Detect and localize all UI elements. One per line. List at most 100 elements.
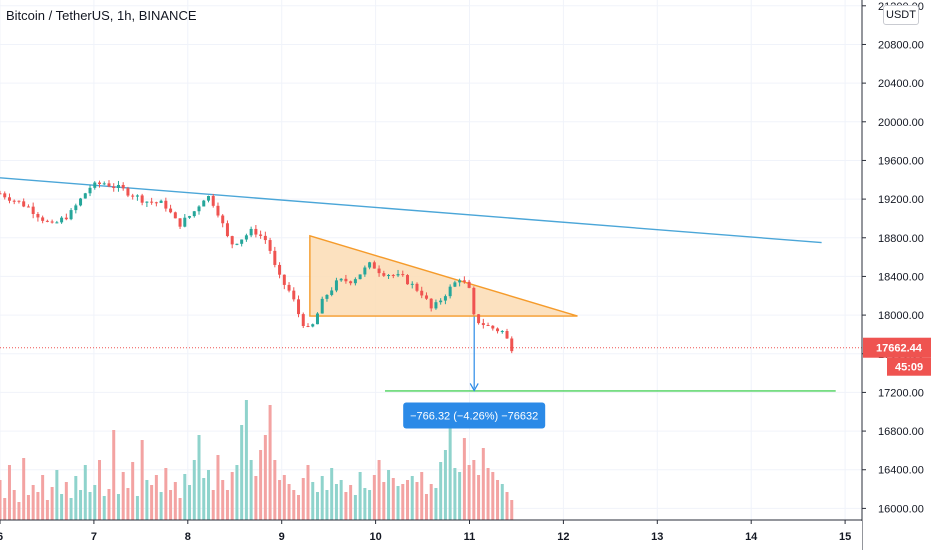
price-tick-label: 19600.00: [878, 155, 924, 167]
volume-bar: [424, 494, 428, 520]
volume-bar: [202, 478, 206, 520]
volume-bar: [12, 490, 16, 520]
candle-body: [178, 218, 182, 227]
candle-body: [164, 200, 168, 209]
volume-bar: [188, 485, 192, 520]
candle-body: [382, 273, 386, 276]
candle-body: [443, 296, 447, 301]
volume-bar: [164, 468, 168, 520]
candle-body: [486, 325, 490, 327]
volume-bar: [510, 500, 514, 520]
candle-body: [183, 217, 187, 227]
volume-bar: [22, 458, 26, 520]
volume-bar: [244, 400, 248, 520]
candle-body: [263, 235, 267, 241]
volume-bar: [467, 465, 471, 520]
price-tag-bg: [863, 337, 931, 358]
price-tick-label: 17200.00: [878, 387, 924, 399]
candle-body: [140, 195, 144, 203]
volume-bar: [306, 465, 310, 520]
volume-bar: [491, 472, 495, 520]
chart-title: Bitcoin / TetherUS, 1h, BINANCE: [6, 8, 197, 23]
candle-body: [221, 215, 225, 224]
volume-bar: [98, 460, 102, 520]
price-tick-label: 19200.00: [878, 194, 924, 206]
candle-body: [154, 202, 158, 204]
candle-body: [159, 200, 163, 203]
volume-bar: [36, 492, 40, 520]
candle-body: [301, 314, 305, 327]
candle-body: [358, 274, 362, 280]
candle-body: [26, 206, 30, 208]
volume-bar: [443, 450, 447, 520]
candle-body: [83, 193, 87, 199]
volume-bar: [363, 488, 367, 520]
candle-body: [55, 222, 59, 224]
volume-bar: [197, 435, 201, 520]
volume-bar: [240, 425, 244, 520]
candle-body: [254, 228, 258, 235]
time-tick-label: 8: [185, 531, 191, 543]
price-tick-label: 16000.00: [878, 503, 924, 515]
volume-bar: [500, 484, 504, 520]
candle-body: [79, 198, 83, 206]
time-tick-label: 15: [839, 531, 851, 543]
candle-body: [126, 188, 130, 196]
candle-body: [45, 220, 49, 222]
volume-bar: [183, 474, 187, 520]
volume-bar: [192, 460, 196, 520]
candle-body: [64, 217, 68, 220]
currency-button[interactable]: USDT: [883, 5, 919, 25]
time-tick-label: 7: [91, 531, 97, 543]
candle-body: [467, 281, 471, 288]
candle-body: [112, 186, 116, 188]
candle-body: [292, 290, 296, 300]
time-axis[interactable]: 6 7 8 9 10 11 12 13 14 15: [0, 519, 862, 550]
candle-body: [477, 314, 481, 324]
volume-bar: [206, 470, 210, 520]
candle-body: [268, 240, 272, 251]
volume-bar: [107, 489, 111, 520]
volume-bar: [135, 496, 139, 520]
triangle-pattern[interactable]: [309, 234, 578, 317]
volume-bar: [330, 468, 334, 520]
volume-bar: [259, 450, 263, 520]
candle-body: [330, 290, 334, 295]
candle-body: [60, 217, 64, 223]
volume-bar: [263, 435, 267, 520]
price-tick-label: 18000.00: [878, 310, 924, 322]
volume-bar: [311, 482, 315, 520]
volume-bar: [50, 487, 54, 520]
candle-body: [7, 197, 11, 201]
price-axis[interactable]: 21200.0020800.0020400.0020000.0019600.00…: [861, 0, 932, 550]
candle-body: [434, 302, 438, 309]
candle-body: [145, 201, 149, 203]
candle-body: [173, 212, 177, 219]
volume-bar: [477, 475, 481, 520]
price-range-measure[interactable]: −766.32 (−4.26%) −76632: [403, 316, 546, 429]
volume-bar: [88, 492, 92, 520]
volume-bar: [221, 480, 225, 520]
price-tick-label: 20800.00: [878, 39, 924, 51]
volume-bar: [225, 490, 229, 520]
volume-bar: [387, 470, 391, 520]
candle-body: [235, 243, 239, 245]
candle-body: [135, 195, 139, 197]
volume-bar: [41, 475, 45, 520]
volume-bar: [278, 480, 282, 520]
candle-body: [211, 195, 215, 206]
candle-body: [472, 287, 476, 315]
candle-body: [353, 279, 357, 284]
candle-body: [230, 236, 234, 245]
candle-body: [121, 184, 125, 189]
volume-bar: [292, 490, 296, 520]
countdown-value: 45:09: [895, 362, 923, 374]
volume-bar: [320, 476, 324, 520]
volume-bar: [434, 488, 438, 520]
price-tick-label: 18800.00: [878, 233, 924, 245]
candle-body: [188, 216, 192, 218]
volume-bar: [45, 500, 49, 520]
trendline[interactable]: [0, 177, 822, 244]
volume-bar: [401, 484, 405, 520]
